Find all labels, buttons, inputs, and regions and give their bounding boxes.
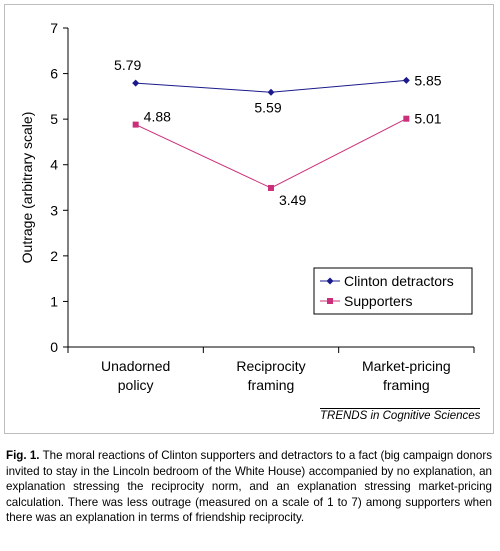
y-tick-label: 0 (50, 339, 58, 355)
figure-caption: Fig. 1. The moral reactions of Clinton s… (6, 448, 492, 526)
x-tick-label: framing (248, 377, 295, 393)
y-tick-label: 4 (50, 157, 58, 173)
legend-marker (327, 298, 333, 304)
series-line (135, 118, 407, 189)
data-point (403, 115, 410, 122)
data-label: 5.85 (414, 72, 441, 88)
data-point (268, 184, 274, 191)
source-rule (320, 408, 480, 409)
data-label: 5.01 (414, 111, 441, 127)
legend-label: Supporters (344, 293, 412, 309)
legend-marker (326, 277, 334, 285)
legend-box (313, 267, 473, 315)
data-label: 3.49 (279, 192, 306, 208)
data-point (132, 79, 140, 87)
chart-frame (4, 4, 494, 434)
y-tick-label: 3 (50, 202, 58, 218)
y-tick-label: 1 (50, 293, 58, 309)
data-point (402, 76, 410, 84)
x-tick-label: policy (118, 377, 154, 393)
data-label: 4.88 (144, 109, 171, 125)
data-point (267, 88, 275, 96)
y-tick-label: 7 (50, 20, 58, 36)
x-tick-label: Market-pricing (362, 358, 451, 374)
x-tick-label: framing (383, 377, 430, 393)
data-label: 5.59 (254, 99, 281, 115)
data-point (132, 121, 139, 128)
caption-text: The moral reactions of Clinton supporter… (6, 449, 493, 524)
line-chart: 0 1 2 3 4 5 6 7 Unadorned policy Reciprocity framin… (19, 20, 475, 393)
x-tick-label: Unadorned (101, 358, 170, 374)
source-note: TRENDS in Cognitive Sciences (320, 410, 481, 422)
data-label: 5.79 (114, 57, 141, 73)
x-tick-label: Reciprocity (236, 358, 305, 374)
y-tick-label: 2 (50, 248, 58, 264)
legend-label: Clinton detractors (344, 273, 454, 289)
caption-label: Fig. 1. (6, 449, 40, 462)
y-tick-label: 5 (50, 111, 58, 127)
y-axis-title: Outrage (arbitrary scale) (19, 112, 35, 264)
y-tick-label: 6 (50, 66, 58, 82)
